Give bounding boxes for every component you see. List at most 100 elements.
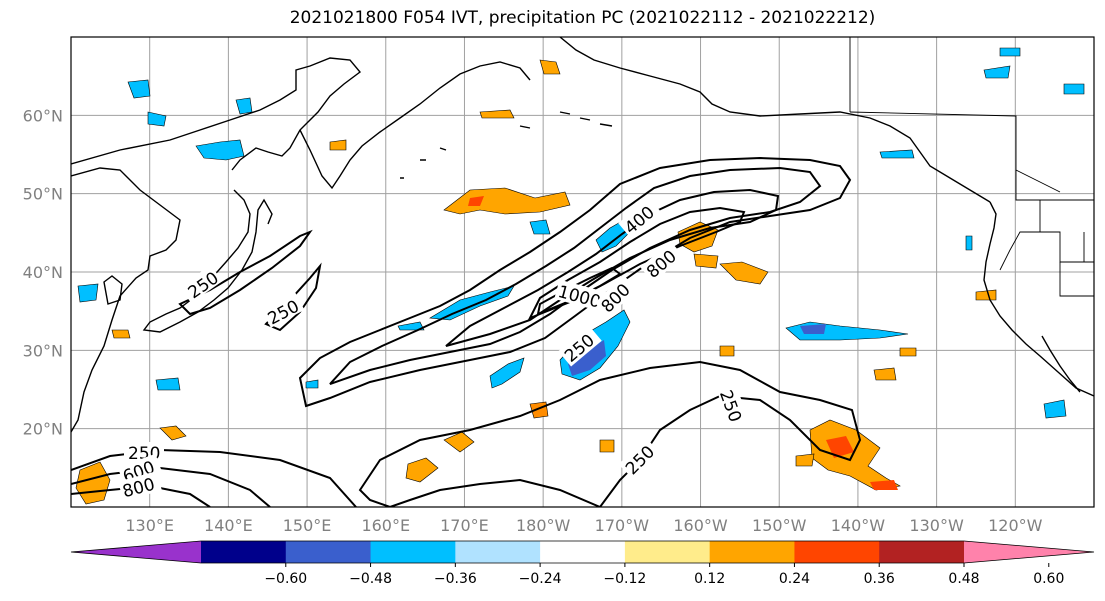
- coastline-kamchatka: [299, 61, 531, 190]
- longitude-label: 160°E: [361, 516, 410, 535]
- precip-positive-patch: [719, 345, 735, 357]
- precip-negative-patch: [147, 111, 167, 127]
- coastline-alaska: [559, 37, 991, 203]
- precip-negative-patch: [568, 340, 606, 376]
- precip-negative-patch: [800, 324, 826, 334]
- precip-negative-patch: [397, 321, 425, 331]
- longitude-label: 130°W: [909, 516, 964, 535]
- precip-negative-patch: [529, 219, 551, 235]
- precip-negative-patch: [983, 65, 1011, 79]
- precip-positive-patch: [329, 139, 347, 151]
- precip-negative-patch: [305, 379, 319, 389]
- longitude-label: 180°W: [516, 516, 571, 535]
- colorbar-segment: [879, 541, 965, 563]
- colorbar-tick-label: −0.24: [519, 571, 562, 587]
- coastline-north-america: [983, 201, 1094, 397]
- longitude-label: 130°E: [125, 516, 174, 535]
- precip-negative-patch: [965, 235, 973, 251]
- precip-positive-patch: [111, 329, 131, 339]
- colorbar-tick-label: 0.48: [948, 571, 979, 587]
- colorbar-segment: [285, 541, 372, 563]
- colorbar-segment: [540, 541, 626, 563]
- coastline-aleutians: [400, 111, 613, 179]
- longitude-label: 140°W: [831, 516, 886, 535]
- ivt-contour-250: [178, 229, 313, 316]
- longitude-label: 140°E: [204, 516, 253, 535]
- longitude-labels: 130°E 140°E 150°E 160°E 170°E 180°W 170°W 160°W…: [125, 516, 1042, 535]
- ivt-contour-800: [527, 206, 746, 320]
- colorbar-tick-label: 0.12: [694, 571, 725, 587]
- latitude-label: 20°N: [23, 420, 63, 439]
- latitude-label: 40°N: [23, 263, 63, 282]
- colorbar-segment: [201, 541, 287, 563]
- longitude-label: 160°W: [673, 516, 728, 535]
- colorbar: −0.60 −0.48 −0.36 −0.24 −0.12 0.12 0.24 0.36 0.4…: [70, 540, 1095, 587]
- latitude-label: 30°N: [23, 341, 63, 360]
- precip-negative-patch: [1063, 83, 1085, 95]
- precip-positive-patch: [159, 425, 187, 441]
- map-title: 2021021800 F054 IVT, precipitation PC (2…: [289, 8, 876, 28]
- precip-positive-patch: [826, 436, 854, 458]
- precip-positive-patch: [443, 431, 475, 453]
- longitude-label: 120°W: [988, 516, 1043, 535]
- precip-negative-patch: [879, 149, 915, 159]
- colorbar-segment: [709, 541, 795, 563]
- longitude-label: 170°W: [595, 516, 650, 535]
- ivt-contour-400: [329, 166, 822, 385]
- precip-positive-patch: [719, 261, 769, 285]
- colorbar-tick-label: −0.48: [349, 571, 392, 587]
- ivt-contour-250: [71, 448, 357, 507]
- ivt-contours: [71, 156, 862, 507]
- ivt-contour-labels: 250 250 250 250 250 600 800 1000 800 400…: [117, 197, 749, 502]
- precip-positive-patch: [599, 439, 615, 453]
- coastline-korea: [103, 275, 123, 305]
- ivt-contour-600: [71, 466, 271, 507]
- precip-negative-patch: [77, 283, 99, 303]
- precip-positive-patch: [795, 453, 815, 467]
- precip-positive-patch: [899, 347, 917, 357]
- colorbar-segment: [370, 541, 456, 563]
- colorbar-segment: [794, 541, 880, 563]
- precip-positive-patch: [870, 480, 898, 490]
- ivt-contour-250: [298, 156, 852, 408]
- longitude-label: 150°E: [283, 516, 332, 535]
- colorbar-tick-label: −0.36: [434, 571, 477, 587]
- precip-positive-patch: [468, 196, 484, 206]
- precip-negative-patch: [999, 47, 1021, 57]
- latitude-label: 60°N: [23, 106, 63, 125]
- colorbar-tick-label: −0.60: [264, 571, 307, 587]
- precip-positive-patch: [443, 187, 571, 215]
- colorbar-segment: [624, 541, 711, 563]
- colorbar-tick-label: 0.24: [779, 571, 810, 587]
- latitude-label: 50°N: [23, 185, 63, 204]
- colorbar-outline: [70, 540, 1095, 564]
- precip-positive-patch: [975, 289, 997, 301]
- coastline-baja: [1041, 335, 1081, 393]
- precip-negative-patch: [195, 139, 245, 161]
- precip-positive-patch: [479, 109, 515, 119]
- colorbar-segment: [455, 541, 541, 563]
- political-borders: [849, 37, 1094, 297]
- precip-positive-patch: [539, 59, 561, 75]
- precip-negative-patch: [155, 377, 181, 391]
- precip-positive-patch: [693, 253, 719, 269]
- coastline-russia-far-east: [71, 57, 362, 171]
- precip-positive-patch: [405, 457, 439, 483]
- precip-negative-patch: [429, 285, 515, 321]
- precip-negative-patch: [489, 357, 525, 389]
- colorbar-tick-label: 0.60: [1033, 571, 1064, 587]
- coastlines: [71, 37, 1094, 433]
- colorbar-extend-min: [71, 541, 201, 563]
- precip-negative-patch: [127, 79, 151, 99]
- longitude-label: 150°W: [752, 516, 807, 535]
- latitude-labels: 60°N 50°N 40°N 30°N 20°N: [23, 106, 63, 438]
- colorbar-tick-label: 0.36: [864, 571, 895, 587]
- coastline-japan: [142, 189, 273, 333]
- longitude-label: 170°E: [440, 516, 489, 535]
- precip-negative-patch: [1043, 399, 1067, 419]
- map-frame: [70, 36, 1095, 508]
- colorbar-tick-label: −0.12: [603, 571, 646, 587]
- colorbar-extend-max: [964, 541, 1094, 563]
- ivt-contour-250: [358, 360, 862, 507]
